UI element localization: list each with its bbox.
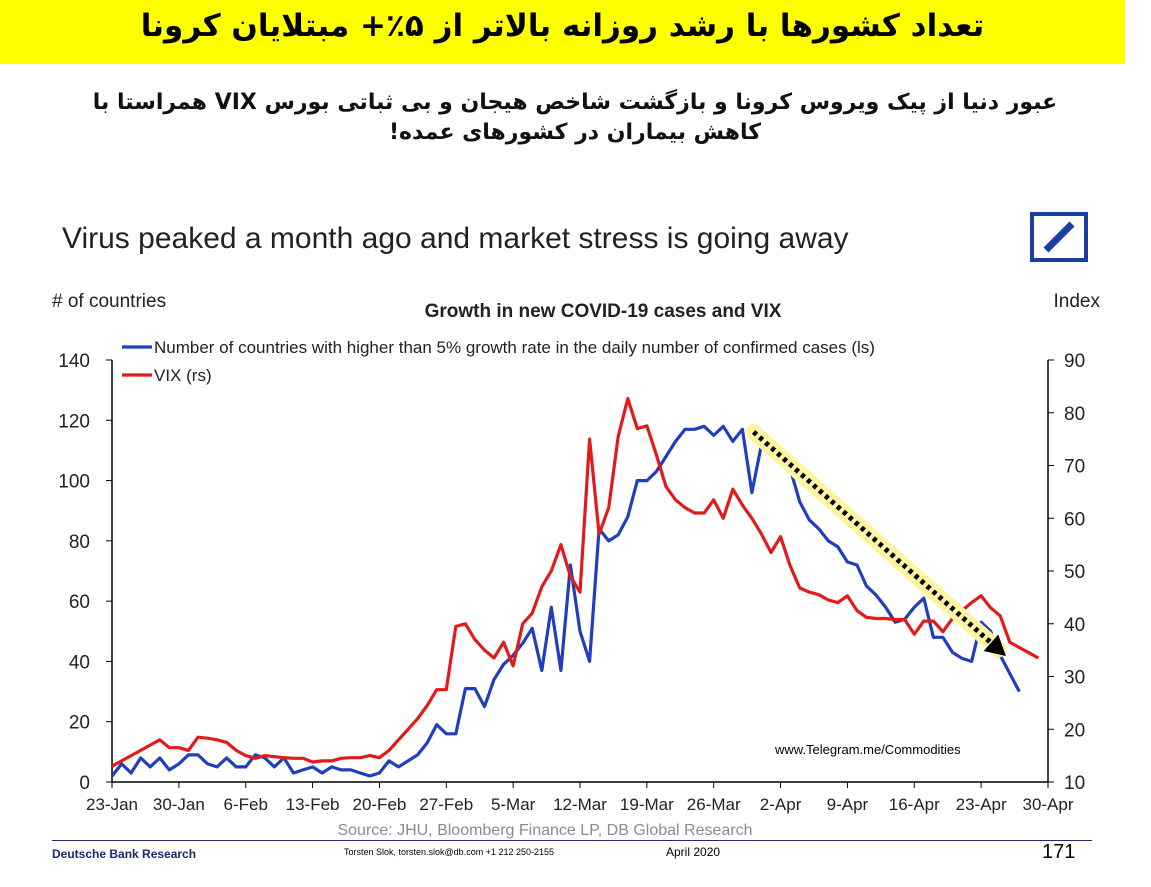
x-tick-label: 20-Feb (352, 795, 406, 814)
y-tick-right-label: 10 (1064, 773, 1085, 794)
y-axis-right-label: Index (1054, 291, 1101, 312)
x-tick-label: 30-Jan (153, 795, 205, 814)
y-tick-left-label: 40 (69, 652, 90, 673)
chart-title: Growth in new COVID-19 cases and VIX (425, 301, 782, 322)
subtitle-line-2: کاهش بیماران در کشورهای عمده! (388, 120, 762, 145)
trend-arrow-line (751, 430, 1001, 652)
persian-subtitle: عبور دنیا از پیک ویروس کرونا و بازگشت شا… (40, 88, 1110, 148)
x-tick-label: 5-Mar (491, 795, 536, 814)
x-tick-label: 30-Apr (1022, 795, 1073, 814)
y-tick-left-label: 0 (79, 773, 90, 794)
y-tick-right-label: 50 (1064, 562, 1085, 583)
source-note: Source: JHU, Bloomberg Finance LP, DB Gl… (337, 822, 752, 839)
footer-date: April 2020 (666, 845, 721, 859)
deutsche-bank-logo (1030, 212, 1088, 262)
y-tick-left-label: 80 (69, 532, 90, 553)
page-number: 171 (1042, 841, 1076, 863)
y-tick-left-label: 20 (69, 713, 90, 734)
legend-label: Number of countries with higher than 5% … (154, 338, 875, 357)
y-tick-right-label: 70 (1064, 457, 1085, 478)
footer-publisher: Deutsche Bank Research (52, 847, 197, 861)
chart-headline: Virus peaked a month ago and market stre… (62, 222, 849, 255)
y-tick-right-label: 30 (1064, 668, 1085, 689)
x-tick-label: 27-Feb (419, 795, 473, 814)
x-tick-label: 12-Mar (553, 795, 607, 814)
covid-vix-chart: 0 20 40 60 80 100 120 140 10 20 30 40 50 60 70 80 90 23-J… (52, 291, 1101, 839)
telegram-watermark: www.Telegram.me/Commodities (774, 742, 961, 757)
trend-arrowhead-icon (983, 634, 1006, 657)
countries-growth-line (110, 424, 1021, 778)
x-tick-label: 2-Apr (760, 795, 802, 814)
footer-author: Torsten Slok, torsten.slok@db.com +1 212… (344, 847, 555, 857)
y-tick-right-label: 80 (1064, 404, 1085, 425)
y-tick-right-label: 90 (1064, 351, 1085, 372)
x-tick-label: 9-Apr (827, 795, 869, 814)
y-tick-left-label: 60 (69, 592, 90, 613)
y-tick-left-label: 100 (58, 472, 90, 493)
y-axis-left-label: # of countries (52, 291, 166, 312)
y-tick-left-label: 120 (58, 411, 90, 432)
legend-label: VIX (rs) (154, 366, 212, 385)
title-banner: تعداد کشورها با رشد روزانه بالاتر از ۵٪+… (0, 0, 1125, 64)
x-tick-label: 19-Mar (620, 795, 674, 814)
vix-line (111, 396, 1040, 768)
banner-title: تعداد کشورها با رشد روزانه بالاتر از ۵٪+… (140, 8, 985, 44)
x-tick-label: 23-Apr (956, 795, 1007, 814)
subtitle-line-1: عبور دنیا از پیک ویروس کرونا و بازگشت شا… (92, 90, 1058, 115)
y-tick-right-label: 60 (1064, 509, 1085, 530)
x-tick-label: 6-Feb (224, 795, 268, 814)
footer-divider (52, 840, 1092, 841)
y-tick-right-label: 20 (1064, 720, 1085, 741)
y-tick-left-label: 140 (58, 351, 90, 372)
x-tick-label: 26-Mar (687, 795, 741, 814)
x-tick-label: 23-Jan (86, 795, 138, 814)
y-tick-right-label: 40 (1064, 615, 1085, 636)
logo-slash-icon (1043, 221, 1075, 253)
x-tick-label: 13-Feb (286, 795, 340, 814)
x-tick-label: 16-Apr (889, 795, 940, 814)
